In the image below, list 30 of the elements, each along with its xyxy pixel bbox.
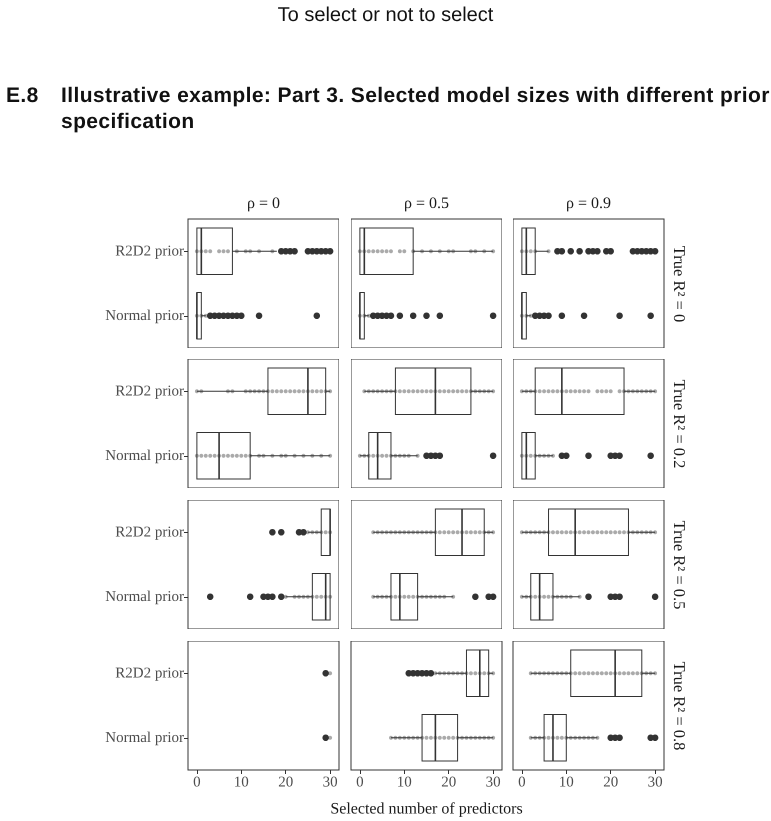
x-tick-label: 10 [396,774,412,790]
x-tick-label: 10 [558,774,574,790]
y2-axis-title: True R² = 0.2 [670,379,689,468]
text: To select or not to select [276,4,494,26]
x-tick-label: 30 [322,774,338,790]
text: E.8 Illustrative example: Part 3. Selected model sizes with different prior specification [6,83,771,135]
y-tick-label: Normal prior [105,448,184,464]
x-tick-label: 20 [441,774,456,790]
chart-title: ρ = 0.9 [566,195,612,213]
x-tick-label: 30 [648,774,663,790]
y-tick-label: R2D2 prior [115,383,184,400]
y-tick-label: Normal prior [105,588,184,605]
y-tick-label: R2D2 prior [115,665,184,682]
x-axis-title: Selected number of predictors [330,800,523,818]
y-tick-label: Normal prior [105,730,184,746]
x-tick-label: 0 [356,774,364,790]
x-tick-label: 10 [234,774,249,790]
x-tick-label: 0 [518,774,526,790]
y2-axis-title: True R² = 0.8 [670,661,689,750]
y-tick-label: R2D2 prior [115,524,184,540]
x-tick-label: 20 [278,774,294,790]
x-tick-label: 20 [603,774,618,790]
y2-axis-title: True R² = 0 [670,245,689,322]
chart-title: ρ = 0 [246,195,280,213]
y2-axis-title: True R² = 0.5 [670,520,689,609]
x-tick-label: 0 [193,774,201,790]
x-tick-label: 30 [486,774,501,790]
y-tick-label: R2D2 prior [115,243,184,260]
y-tick-label: Normal prior [105,308,184,324]
chart-title: ρ = 0.5 [404,195,450,213]
